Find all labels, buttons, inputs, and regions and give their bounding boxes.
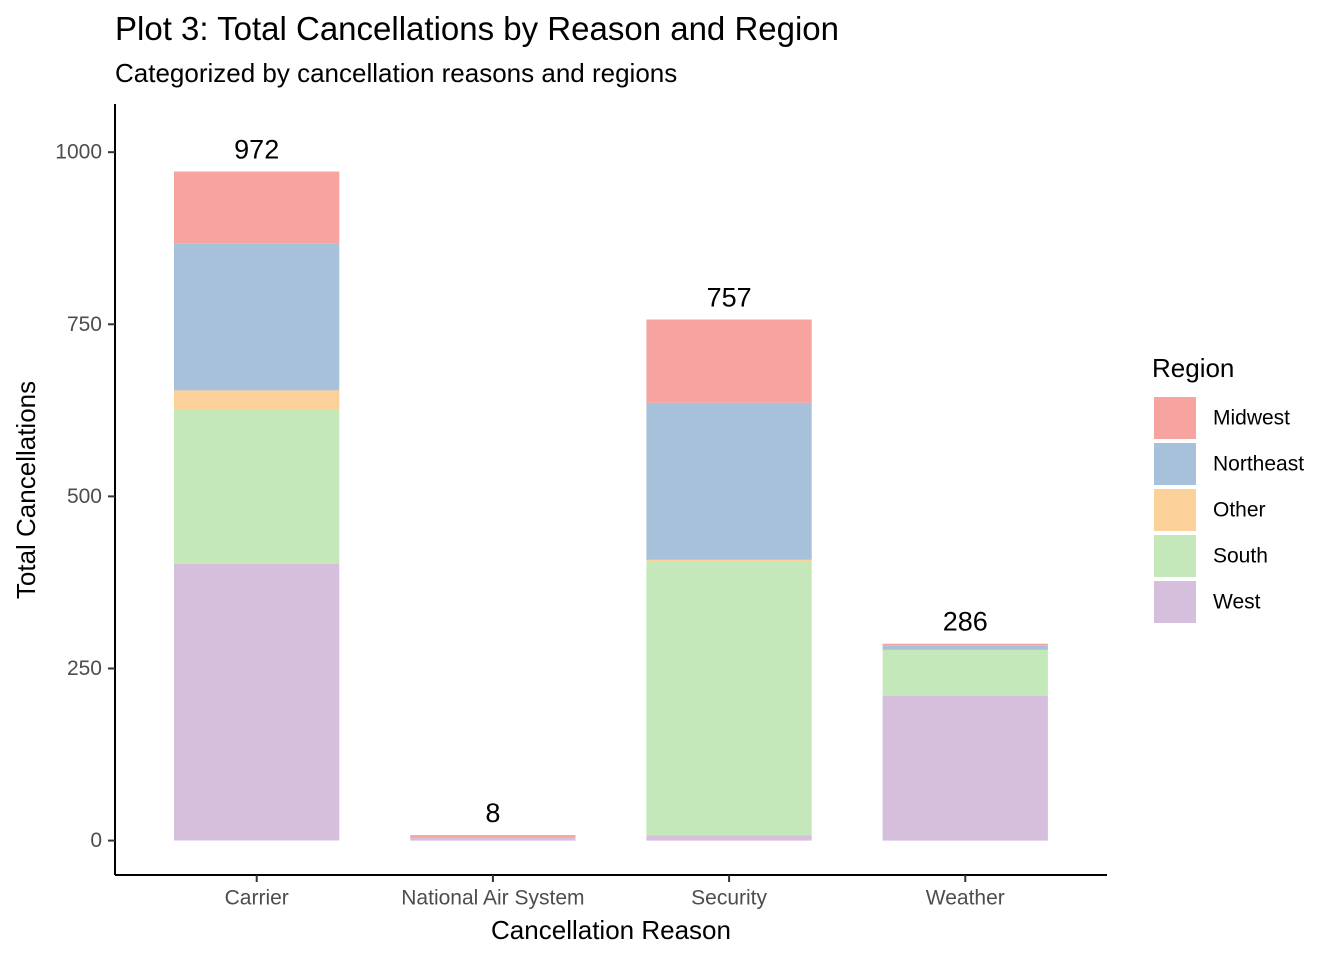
total-label-2: 757 [707,283,752,313]
chart-subtitle: Categorized by cancellation reasons and … [115,58,677,88]
x-tick-label-3: Weather [926,887,1005,910]
x-tick-label-0: Carrier [225,887,289,910]
total-label-3: 286 [943,607,988,637]
legend-label-northeast: Northeast [1213,453,1304,476]
legend-label-south: South [1213,545,1268,568]
bar-segment-south-3 [882,649,1048,696]
legend-swatch-northeast [1154,443,1196,485]
legend-title: Region [1152,353,1234,383]
legend-label-midwest: Midwest [1213,407,1290,430]
axes: 0 250 500 750 1000 Carrier National Air System… [55,104,1107,910]
legend-swatch-south [1154,535,1196,577]
legend-swatch-midwest [1154,397,1196,439]
y-tick-label-2: 500 [67,485,102,508]
bar-segment-other-2 [646,559,812,562]
bar-segment-midwest-0 [174,171,340,244]
bar-segment-midwest-2 [646,319,812,403]
bar-segment-northeast-2 [646,402,812,560]
y-tick-label-4: 1000 [55,141,102,164]
legend-label-west: West [1213,591,1261,614]
total-label-1: 8 [485,798,500,828]
legend-swatch-west [1154,581,1196,623]
bar-segment-midwest-3 [882,643,1048,646]
bar-segment-south-0 [174,409,340,564]
y-tick-label-0: 0 [90,829,102,852]
y-tick-label-3: 750 [67,313,102,336]
total-label-0: 972 [234,135,279,165]
y-axis-title: Total Cancellations [11,381,41,599]
legend-label-other: Other [1213,499,1266,522]
bar-segment-west-1 [410,837,576,841]
legend-swatch-other [1154,489,1196,531]
x-tick-label-2: Security [691,887,767,910]
x-tick-label-1: National Air System [401,887,584,910]
bar-segment-west-3 [882,696,1048,841]
bar-segment-northeast-0 [174,243,340,391]
bar-segment-south-2 [646,561,812,836]
bar-segment-northeast-3 [882,645,1048,650]
plot-area: 972 8 757 286 [174,135,1048,841]
y-tick-label-1: 250 [67,657,102,680]
bar-segment-midwest-1 [410,835,576,838]
bar-segment-west-2 [646,835,812,841]
x-axis-title: Cancellation Reason [491,915,731,945]
legend: Region Midwest Northeast Other South West [1152,353,1304,623]
bar-segment-other-0 [174,390,340,409]
chart-title: Plot 3: Total Cancellations by Reason an… [115,10,839,47]
bar-segment-west-0 [174,563,340,841]
